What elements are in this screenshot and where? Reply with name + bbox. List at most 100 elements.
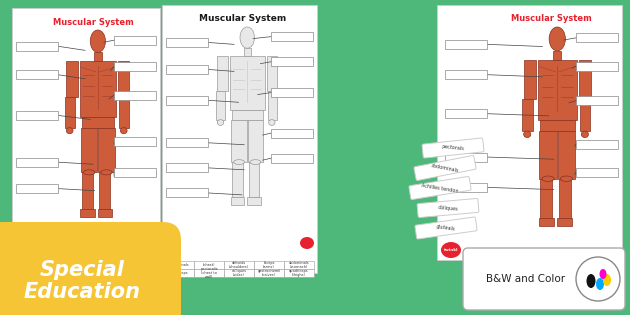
- Ellipse shape: [561, 176, 573, 181]
- Bar: [445, 183, 487, 192]
- Text: Education: Education: [23, 282, 140, 302]
- FancyBboxPatch shape: [79, 60, 116, 117]
- Bar: [437, 5, 622, 260]
- Bar: [162, 5, 317, 273]
- Ellipse shape: [250, 160, 261, 164]
- FancyBboxPatch shape: [230, 56, 265, 110]
- Bar: [114, 137, 156, 146]
- FancyBboxPatch shape: [580, 99, 590, 131]
- Text: (chest): (chest): [203, 263, 215, 267]
- Text: pectorals: pectorals: [442, 144, 464, 152]
- Bar: [576, 33, 618, 42]
- FancyBboxPatch shape: [232, 110, 263, 120]
- Bar: [445, 70, 487, 79]
- Ellipse shape: [587, 274, 595, 288]
- Bar: [271, 57, 313, 66]
- Bar: [284, 269, 314, 277]
- Ellipse shape: [217, 120, 224, 125]
- FancyBboxPatch shape: [558, 131, 575, 179]
- Text: obliques
(sides): obliques (sides): [231, 269, 246, 277]
- FancyBboxPatch shape: [540, 120, 575, 131]
- Bar: [114, 168, 156, 177]
- Bar: [271, 32, 313, 41]
- Bar: [16, 184, 58, 193]
- Text: B&W and Color: B&W and Color: [486, 274, 566, 284]
- Ellipse shape: [524, 131, 531, 138]
- FancyBboxPatch shape: [81, 209, 94, 217]
- FancyBboxPatch shape: [216, 91, 226, 120]
- Bar: [12, 8, 160, 256]
- FancyBboxPatch shape: [539, 218, 554, 226]
- Bar: [271, 88, 313, 97]
- Bar: [576, 140, 618, 149]
- Bar: [445, 109, 487, 118]
- Bar: [254, 261, 284, 269]
- FancyBboxPatch shape: [119, 97, 129, 128]
- Ellipse shape: [84, 170, 95, 175]
- Bar: [16, 70, 58, 79]
- Bar: [284, 261, 314, 269]
- FancyBboxPatch shape: [248, 162, 259, 197]
- Bar: [16, 111, 58, 120]
- Bar: [224, 269, 254, 277]
- FancyBboxPatch shape: [231, 197, 244, 204]
- Ellipse shape: [120, 128, 127, 134]
- FancyBboxPatch shape: [409, 176, 471, 199]
- Bar: [166, 188, 208, 198]
- Bar: [166, 96, 208, 105]
- Bar: [114, 91, 156, 100]
- Bar: [166, 38, 208, 47]
- Bar: [254, 269, 284, 277]
- Bar: [166, 65, 208, 74]
- FancyBboxPatch shape: [248, 120, 263, 162]
- Bar: [164, 261, 194, 269]
- Text: twinkl: twinkl: [444, 248, 458, 252]
- FancyBboxPatch shape: [422, 138, 484, 158]
- Ellipse shape: [549, 27, 565, 51]
- FancyBboxPatch shape: [557, 218, 572, 226]
- Text: gastrocnemii
(calves): gastrocnemii (calves): [258, 269, 280, 277]
- FancyBboxPatch shape: [82, 172, 93, 209]
- Text: deltoids
(shoulders): deltoids (shoulders): [229, 261, 249, 269]
- FancyBboxPatch shape: [81, 117, 114, 128]
- FancyBboxPatch shape: [463, 248, 625, 310]
- Bar: [576, 168, 618, 177]
- FancyBboxPatch shape: [81, 128, 97, 172]
- Text: obliques: obliques: [437, 205, 459, 211]
- Ellipse shape: [234, 160, 244, 164]
- FancyBboxPatch shape: [524, 60, 536, 99]
- FancyBboxPatch shape: [66, 60, 77, 97]
- Ellipse shape: [576, 257, 620, 301]
- FancyBboxPatch shape: [98, 128, 115, 172]
- FancyBboxPatch shape: [65, 97, 75, 128]
- FancyBboxPatch shape: [266, 56, 277, 91]
- Bar: [164, 269, 194, 277]
- Bar: [553, 51, 561, 60]
- Bar: [16, 42, 58, 51]
- FancyBboxPatch shape: [541, 179, 552, 218]
- Bar: [16, 158, 58, 167]
- FancyBboxPatch shape: [415, 217, 477, 239]
- Ellipse shape: [101, 170, 112, 175]
- Ellipse shape: [90, 30, 105, 52]
- FancyBboxPatch shape: [118, 60, 129, 97]
- FancyBboxPatch shape: [268, 91, 277, 120]
- Bar: [94, 52, 101, 60]
- Bar: [114, 36, 156, 45]
- Ellipse shape: [603, 274, 611, 286]
- FancyBboxPatch shape: [417, 198, 479, 218]
- FancyBboxPatch shape: [247, 197, 261, 204]
- FancyBboxPatch shape: [0, 222, 181, 315]
- Bar: [271, 154, 313, 163]
- FancyBboxPatch shape: [414, 156, 476, 180]
- Text: gluteals: gluteals: [436, 224, 456, 232]
- FancyBboxPatch shape: [98, 209, 112, 217]
- Ellipse shape: [146, 243, 158, 253]
- Bar: [224, 261, 254, 269]
- FancyBboxPatch shape: [559, 179, 571, 218]
- Text: biceps
(arms): biceps (arms): [263, 261, 275, 269]
- FancyBboxPatch shape: [539, 131, 557, 179]
- FancyBboxPatch shape: [232, 162, 243, 197]
- Bar: [445, 152, 487, 162]
- Bar: [445, 40, 487, 49]
